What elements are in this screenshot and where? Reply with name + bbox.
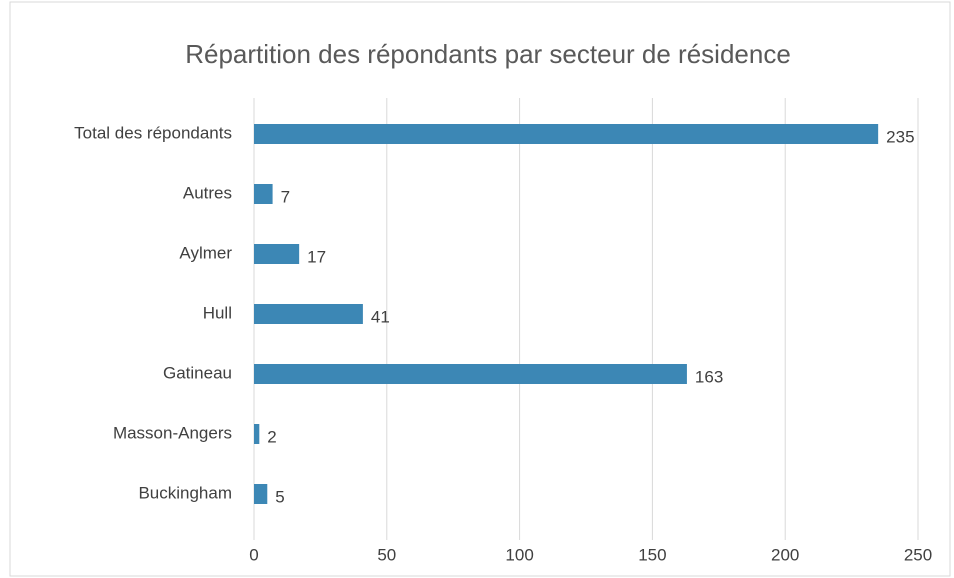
y-tick-label: Buckingham [138, 483, 232, 502]
value-label: 5 [275, 487, 284, 506]
y-tick-label: Total des répondants [74, 123, 232, 142]
x-tick-label: 50 [377, 545, 396, 564]
value-label: 2 [267, 427, 276, 446]
value-label: 235 [886, 127, 914, 146]
value-label: 7 [281, 187, 290, 206]
value-label: 17 [307, 247, 326, 266]
bar [254, 184, 273, 204]
y-tick-label: Autres [183, 183, 232, 202]
x-tick-label: 250 [904, 545, 932, 564]
chart-title: Répartition des répondants par secteur d… [185, 39, 791, 69]
x-tick-label: 200 [771, 545, 799, 564]
bar [254, 484, 268, 504]
bar [254, 304, 363, 324]
bar [254, 124, 879, 144]
bar [254, 244, 300, 264]
x-tick-label: 100 [505, 545, 533, 564]
x-tick-label: 150 [638, 545, 666, 564]
bar [254, 424, 260, 444]
y-tick-label: Hull [203, 303, 232, 322]
value-label: 41 [371, 307, 390, 326]
value-label: 163 [695, 367, 723, 386]
y-tick-label: Gatineau [163, 363, 232, 382]
x-tick-label: 0 [249, 545, 258, 564]
y-tick-label: Aylmer [179, 243, 232, 262]
y-tick-label: Masson-Angers [113, 423, 232, 442]
chart-frame [9, 1, 951, 577]
bar [254, 364, 687, 384]
